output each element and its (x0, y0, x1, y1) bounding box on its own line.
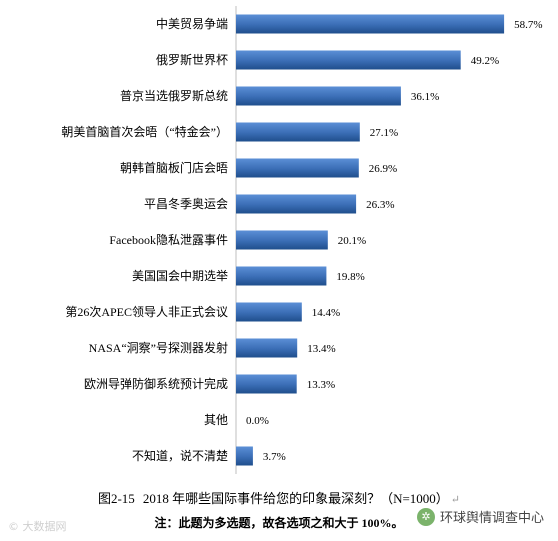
bar (236, 374, 297, 394)
watermark-left: © 大数据网 (8, 520, 67, 533)
category-label: 普京当选俄罗斯总统 (120, 89, 228, 103)
value-label: 3.7% (263, 451, 286, 463)
bar (236, 302, 302, 322)
bar (236, 446, 253, 466)
category-label: 其他 (204, 413, 228, 427)
value-label: 0.0% (246, 415, 269, 427)
category-label: 中美贸易争端 (156, 16, 228, 31)
bar (236, 266, 327, 286)
category-label: NASA“洞察”号探测器发射 (89, 340, 228, 355)
return-mark: ↵ (450, 494, 461, 506)
category-label: Facebook隐私泄露事件 (109, 233, 228, 247)
figure-title: 2018 年哪些国际事件给您的印象最深刻？（N=1000） (142, 491, 449, 506)
category-label: 朝韩首脑板门店会晤 (120, 160, 228, 175)
category-label: 欧洲导弹防御系统预计完成 (84, 376, 228, 391)
value-label: 14.4% (312, 307, 340, 319)
bar (236, 338, 298, 358)
category-label: 美国国会中期选举 (132, 268, 228, 283)
category-label: 平昌冬季奥运会 (144, 196, 228, 211)
value-label: 49.2% (471, 55, 499, 67)
figure-number: 图2-15 (97, 491, 135, 506)
wechat-icon: ✲ (416, 507, 435, 526)
value-label: 13.4% (307, 343, 335, 355)
value-label: 27.1% (370, 127, 398, 139)
bar (236, 122, 360, 142)
value-label: 20.1% (338, 235, 366, 247)
bar (236, 194, 357, 214)
value-label: 26.3% (366, 199, 394, 211)
value-label: 36.1% (411, 91, 439, 103)
value-label: 26.9% (369, 163, 397, 175)
value-label: 58.7% (514, 19, 542, 31)
category-label: 朝美首脑首次会晤（“特金会”） (61, 124, 228, 139)
footnote: 注：此题为多选题，故各选项之和大于 100%。 (154, 516, 404, 530)
bars-group (236, 14, 505, 466)
value-labels-group: 58.7% 49.2% 36.1% 27.1% 26.9% 26.3% 20.1% 19.8%… (246, 19, 543, 463)
watermark-right-text: 环球舆情调查中心 (439, 511, 544, 526)
category-label: 俄罗斯世界杯 (156, 53, 228, 67)
category-label: 第26次APEC领导人非正式会议 (65, 305, 228, 319)
value-label: 13.3% (307, 379, 335, 391)
value-label: 19.8% (336, 271, 364, 283)
bar (236, 50, 461, 70)
bar (236, 158, 359, 178)
bar (236, 14, 505, 34)
bar (236, 230, 328, 250)
watermark-right: ✲ 环球舆情调查中心 (416, 507, 544, 526)
bar (236, 86, 401, 106)
category-label: 不知道，说不清楚 (132, 448, 228, 463)
figure-caption: 图2-15 2018 年哪些国际事件给您的印象最深刻？（N=1000） ↵ (0, 488, 558, 507)
